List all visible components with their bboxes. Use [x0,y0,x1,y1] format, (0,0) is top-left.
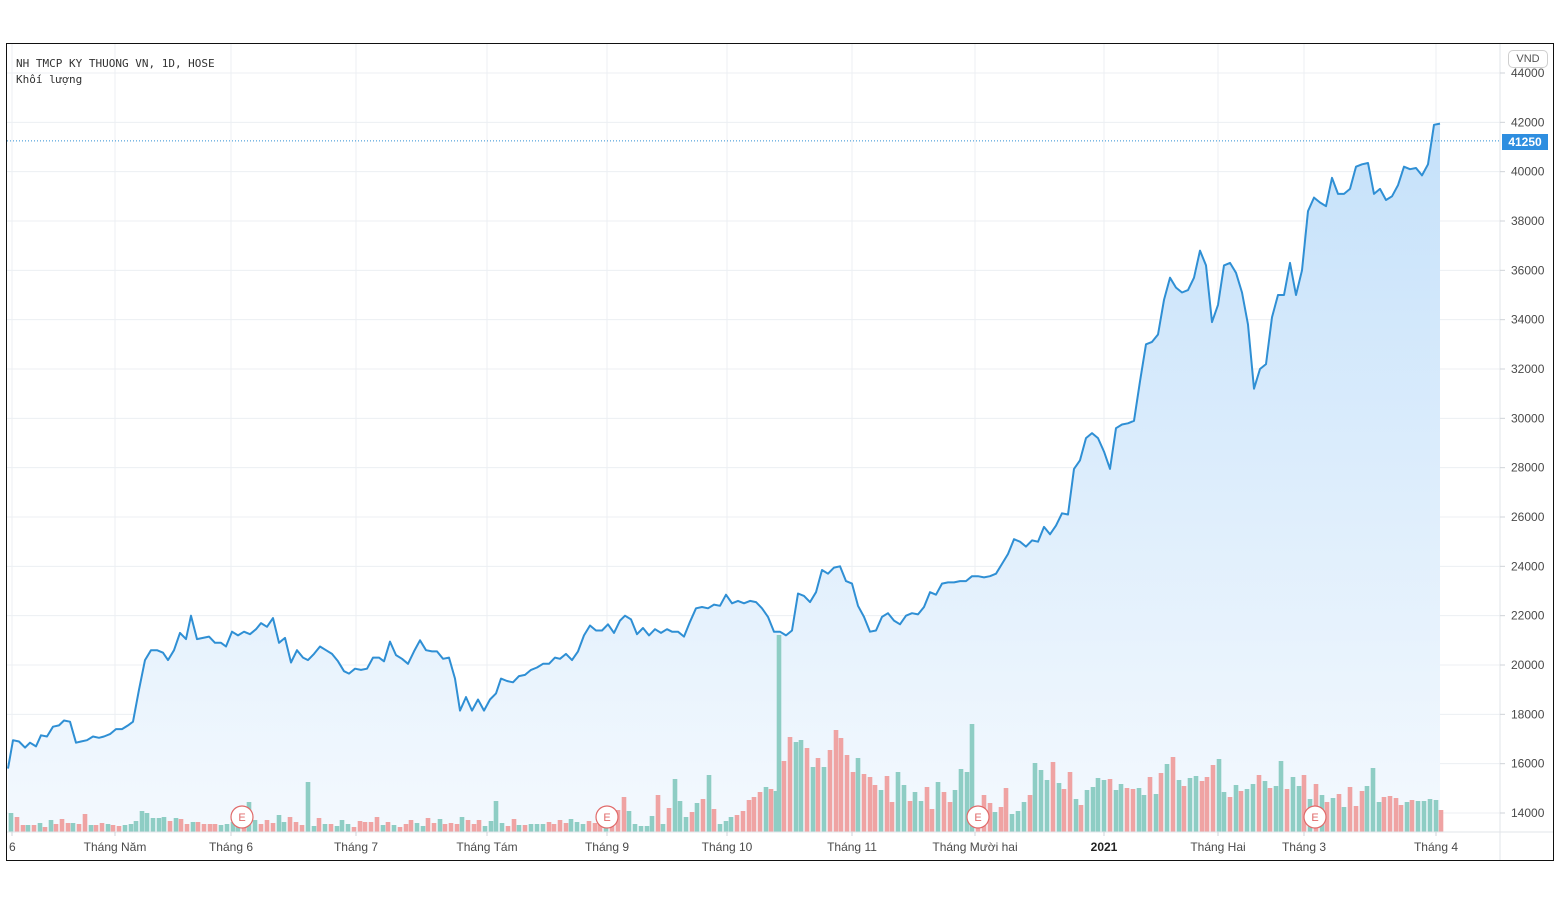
symbol-title[interactable]: NH TMCP KY THUONG VN, 1D, HOSE [16,57,215,70]
earnings-marker-icon[interactable]: E [1303,805,1327,829]
chart-frame[interactable]: E E E E 44000 42000 40000 38000 36000 34000 32000… [6,43,1554,861]
last-price-label: 41250 [1502,134,1548,150]
price-tick-label: 32000 [1511,362,1545,376]
earnings-marker-icon[interactable]: E [966,805,990,829]
time-tick-label: Tháng 9 [585,840,629,854]
price-axis[interactable]: 44000 42000 40000 38000 36000 34000 32000 30000… [1499,44,1545,860]
price-tick-label: 36000 [1511,263,1545,277]
volume-indicator-label[interactable]: Khối lượng [16,73,83,86]
price-tick-label: 20000 [1511,658,1545,672]
price-tick-label: 22000 [1511,609,1545,623]
price-tick-label: 24000 [1511,559,1545,573]
price-tick-label: 38000 [1511,214,1545,228]
time-tick-label: Tháng 4 [1414,840,1458,854]
price-tick-label: 44000 [1511,66,1545,80]
time-axis[interactable]: 6 Tháng Năm Tháng 6 Tháng 7 Tháng Tám Tháng 9… [7,831,1553,854]
time-tick-label: 6 [9,840,16,854]
currency-button[interactable]: VND [1508,50,1548,68]
time-tick-label: Tháng Tám [456,840,517,854]
price-tick-label: 40000 [1511,165,1545,179]
time-tick-label: Tháng Hai [1190,840,1245,854]
price-area [8,123,1440,833]
price-tick-label: 16000 [1511,757,1545,771]
price-line [7,122,1500,769]
time-tick-label: Tháng 3 [1282,840,1326,854]
price-tick-label: 30000 [1511,411,1545,425]
price-tick-label: 18000 [1511,707,1545,721]
earnings-marker-icon[interactable]: E [230,805,254,829]
price-tick-label: 28000 [1511,461,1545,475]
chart-legend: NH TMCP KY THUONG VN, 1D, HOSE Khối lượn… [16,56,215,88]
time-tick-label: Tháng 6 [209,840,253,854]
time-tick-label: Tháng 11 [827,840,877,854]
price-tick-label: 26000 [1511,510,1545,524]
earnings-marker-icon[interactable]: E [595,805,619,829]
volume-bars [8,635,1444,832]
price-tick-label: 14000 [1511,806,1545,820]
time-tick-label: Tháng Mười hai [932,840,1017,854]
time-tick-label: 2021 [1091,840,1118,854]
svg-text:E: E [1311,812,1318,824]
time-tick-label: Tháng Năm [84,840,147,854]
svg-text:E: E [974,812,981,824]
price-tick-label: 42000 [1511,115,1545,129]
price-tick-label: 34000 [1511,313,1545,327]
time-tick-label: Tháng 10 [702,840,753,854]
svg-text:E: E [238,812,245,824]
svg-text:E: E [603,812,610,824]
time-tick-label: Tháng 7 [334,840,378,854]
price-chart-canvas[interactable]: E E E E 44000 42000 40000 38000 36000 34000 32000… [7,44,1553,860]
